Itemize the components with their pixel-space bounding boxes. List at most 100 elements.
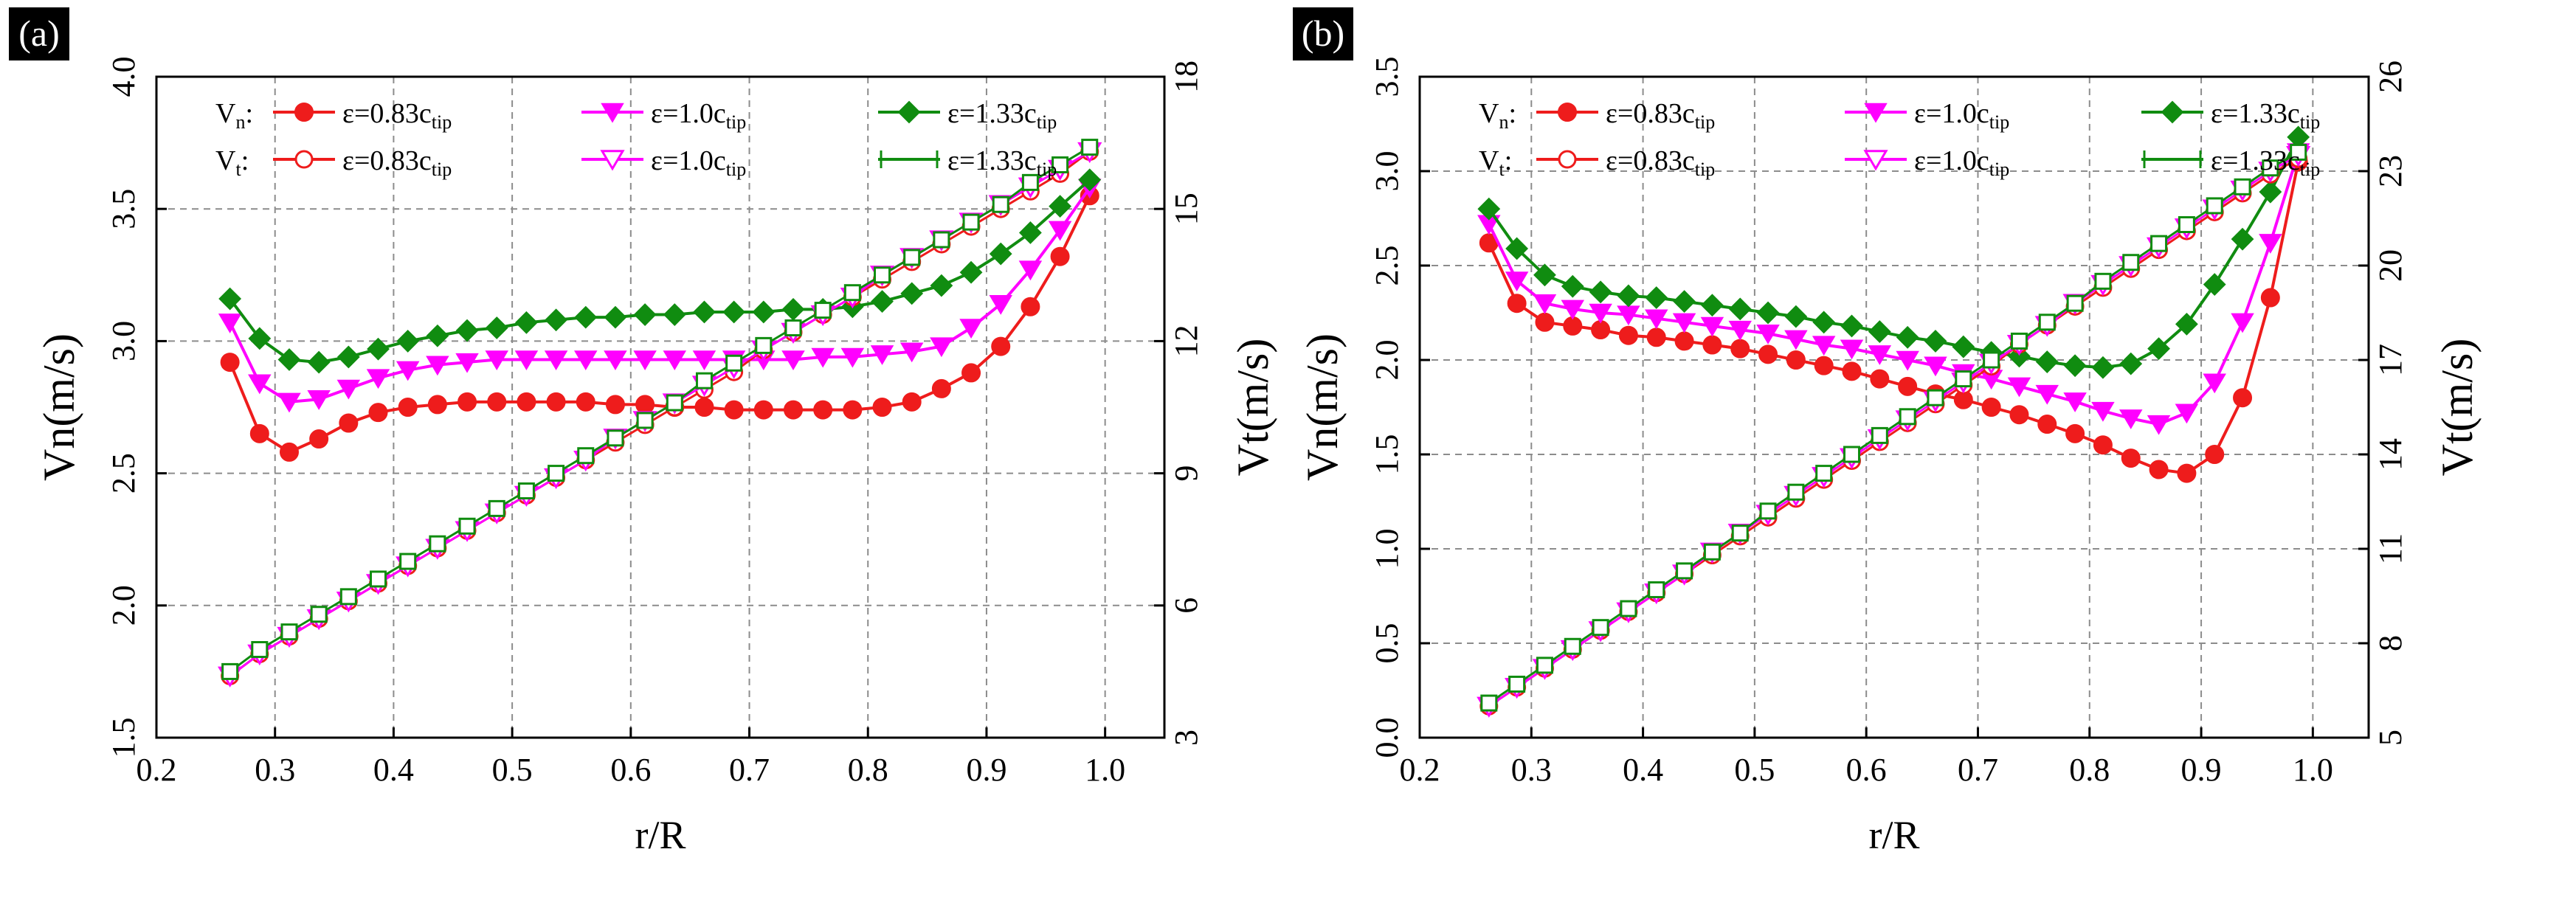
data-point [930, 274, 953, 297]
data-point [1871, 426, 1888, 444]
data-point [871, 290, 894, 314]
chart-panel-b: 0.2 0.3 0.4 0.5 0.6 0.7 0.8 0.9 1.0 0.0 0.5 1.0 1.5 2… [1293, 7, 2482, 857]
data-point [783, 400, 803, 420]
data-point [1591, 320, 1611, 340]
data-point [1868, 320, 1891, 344]
panel-label: (b) [1293, 7, 1353, 60]
data-point [1756, 324, 1780, 344]
data-point [396, 329, 420, 353]
data-point [1868, 345, 1892, 365]
data-point [2150, 235, 2168, 252]
data-point [2038, 314, 2056, 331]
data-point [1784, 330, 1808, 350]
data-point [1508, 675, 1526, 693]
y-right-tick-label: 26 [2372, 60, 2408, 93]
legend-label: ε=1.0ctip [1914, 98, 2009, 133]
y-right-tick-label: 18 [1168, 60, 1204, 93]
legend-label: ε=1.33ctip [2211, 145, 2320, 180]
data-point [1592, 619, 1609, 637]
data-point [1896, 325, 1919, 349]
data-point [843, 284, 861, 302]
data-point [277, 392, 301, 413]
data-point [1981, 398, 2001, 417]
data-point [2259, 234, 2282, 254]
x-tick-label: 0.4 [373, 752, 414, 788]
series-group [1477, 125, 2311, 718]
x-tick-label: 1.0 [2293, 752, 2333, 788]
data-point [930, 337, 953, 358]
data-point [2119, 409, 2143, 429]
data-point [811, 347, 835, 368]
data-point [1672, 313, 1696, 333]
legend-item: ε=1.33ctip [878, 98, 1057, 133]
data-point [545, 308, 567, 332]
data-point [2147, 415, 2171, 435]
data-point [1505, 237, 1529, 260]
data-point [1021, 173, 1039, 191]
data-point [1731, 524, 1749, 542]
y-left-tick-label: 3.5 [1369, 57, 1405, 97]
legend-label: ε=1.0ctip [651, 98, 746, 133]
data-point [544, 350, 568, 371]
data-point [753, 400, 773, 420]
data-point [1563, 316, 1583, 336]
data-point [605, 395, 625, 415]
data-point [1759, 502, 1777, 520]
data-point [900, 282, 924, 305]
data-point [1787, 483, 1805, 501]
legend-row-label: Vn: [215, 98, 253, 133]
data-point [396, 361, 420, 381]
data-point [280, 623, 298, 641]
data-point [604, 350, 627, 371]
data-point [339, 413, 359, 433]
plot-frame [155, 75, 1166, 739]
data-point [2234, 178, 2251, 195]
data-point [1728, 320, 1752, 341]
data-point [636, 412, 654, 429]
legend-marker [897, 100, 921, 124]
data-point [455, 353, 479, 373]
data-point [1896, 350, 1919, 371]
data-point [249, 423, 269, 443]
y-right-tick-label: 17 [2372, 344, 2408, 376]
data-point [1924, 356, 1947, 377]
data-point [574, 305, 598, 329]
y-right-tick-label: 6 [1168, 598, 1204, 614]
data-point [2063, 392, 2087, 412]
data-point [2203, 373, 2226, 394]
legend-item: ε=1.0ctip [581, 145, 746, 180]
data-point [872, 398, 892, 417]
data-point [899, 342, 924, 363]
data-point [457, 392, 477, 412]
legend-marker [1863, 150, 1888, 171]
panel-label-box [9, 7, 69, 60]
data-point [399, 553, 417, 570]
data-point [218, 314, 242, 333]
legend-item: ε=1.0ctip [1845, 145, 2009, 180]
data-point [2007, 377, 2031, 398]
data-point [2259, 180, 2282, 204]
data-point [1927, 389, 1944, 406]
data-point [1617, 284, 1640, 308]
data-point [2122, 254, 2140, 271]
panel-label-box [1293, 7, 1353, 60]
data-point [724, 400, 744, 420]
x-tick-label: 0.3 [1511, 752, 1552, 788]
data-point [992, 195, 1009, 213]
data-point [1842, 361, 1862, 381]
x-tick-label: 0.3 [255, 752, 295, 788]
data-point [2065, 423, 2085, 443]
plot-frame [1418, 75, 2370, 739]
data-point [843, 400, 863, 420]
axes: 0.2 0.3 0.4 0.5 0.6 0.7 0.8 0.9 1.0 1.5 2.0 2.5 3.0 3… [106, 57, 1204, 789]
x-tick-label: 0.7 [729, 752, 770, 788]
series-vt-2 [221, 139, 1099, 680]
data-point [633, 350, 657, 371]
data-point [607, 429, 624, 447]
legend-item: ε=1.33ctip [2141, 145, 2320, 180]
data-point [2260, 288, 2280, 308]
legend-marker [600, 150, 625, 171]
data-point [2177, 463, 2197, 483]
data-point [1589, 280, 1612, 304]
